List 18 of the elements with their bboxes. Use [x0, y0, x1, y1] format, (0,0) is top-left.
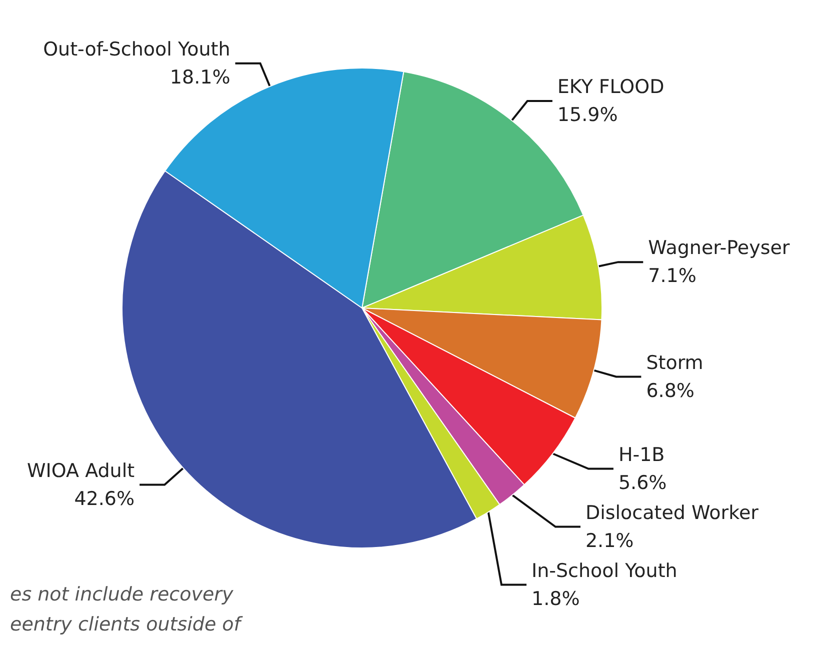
- data-label: 7.1%: [648, 265, 696, 288]
- slice-label: WIOA Adult: [27, 460, 135, 482]
- slice-label: Dislocated Worker: [585, 502, 759, 524]
- data-label: 15.9%: [557, 104, 618, 126]
- slice-label: EKY FLOOD: [557, 76, 664, 98]
- data-label: 6.8%: [646, 380, 694, 402]
- slice-label: H-1B: [618, 444, 665, 466]
- data-label: 18.1%: [170, 66, 230, 88]
- slice-label: Wagner-Peyser: [648, 237, 790, 260]
- text: eentry clients outside of: [10, 614, 244, 636]
- data-label: 5.6%: [618, 472, 667, 494]
- slice-label: In-School Youth: [531, 560, 678, 582]
- data-label: 1.8%: [531, 588, 580, 610]
- slice-label: Out-of-School Youth: [43, 38, 230, 60]
- data-label: 2.1%: [585, 530, 634, 552]
- slice-label: Storm: [646, 352, 704, 374]
- data-label: 42.6%: [74, 488, 135, 510]
- text: es not include recovery: [10, 584, 234, 606]
